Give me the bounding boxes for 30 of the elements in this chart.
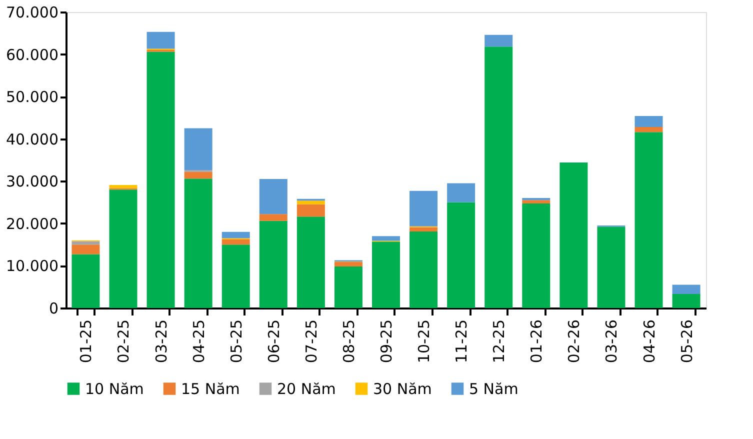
x-tick-label: 05-25 (227, 320, 246, 364)
x-tick-label: 11-25 (452, 320, 471, 364)
y-tick-label: 60.000 (6, 46, 58, 64)
x-tick-label: 08-25 (340, 320, 358, 364)
y-tick-label: 20.000 (6, 214, 58, 233)
x-tick-label: 09-25 (378, 320, 396, 364)
legend-label: 15 Năm (181, 380, 240, 398)
x-tick-label: 05-26 (678, 320, 696, 364)
x-tick-label: 07-25 (302, 320, 320, 364)
y-tick-label: 70.000 (6, 4, 58, 22)
x-tick-label: 04-25 (190, 320, 208, 364)
legend-label: 30 Năm (373, 380, 432, 398)
y-tick-label: 10.000 (6, 257, 58, 276)
legend-label: 10 Năm (85, 380, 144, 398)
legend-label: 20 Năm (277, 380, 336, 398)
y-tick-label: 30.000 (6, 172, 58, 191)
x-tick-label: 01-26 (528, 320, 546, 364)
x-tick-label: 04-26 (640, 320, 658, 364)
x-tick-label: 12-25 (490, 320, 508, 364)
x-tick-label: 02-26 (565, 320, 584, 364)
x-tick-label: 10-25 (415, 320, 434, 364)
x-tick-label: 03-26 (602, 320, 621, 364)
legend-label: 5 Năm (469, 380, 518, 398)
x-tick-label: 06-25 (264, 320, 283, 364)
y-tick-label: 0 (48, 300, 58, 318)
x-tick-label: 03-25 (152, 320, 170, 364)
y-tick-label: 40.000 (6, 130, 58, 148)
x-tick-label: 01-25 (77, 320, 96, 364)
x-tick-label: 02-25 (114, 320, 133, 364)
y-tick-label: 50.000 (6, 88, 58, 106)
